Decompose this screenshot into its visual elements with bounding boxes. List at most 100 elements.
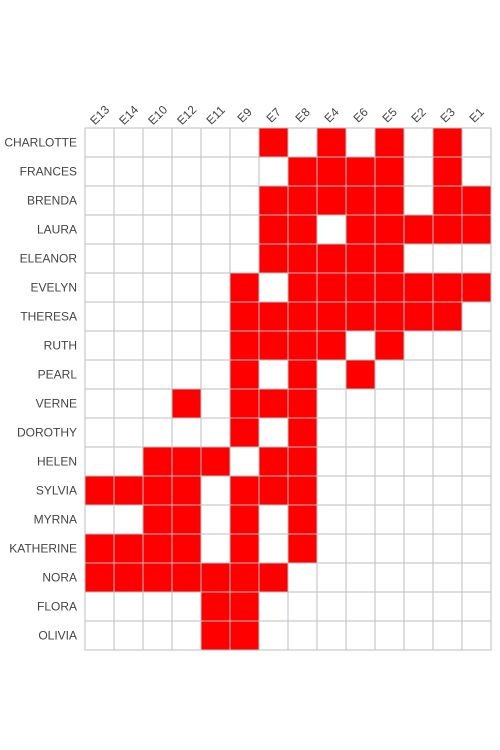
- cell-pearl-e1: [461, 359, 492, 390]
- column-label-e11: E11: [203, 103, 228, 128]
- cell-myrna-e2: [403, 504, 434, 535]
- row-label-brenda: BRENDA: [27, 194, 77, 208]
- row-label-nora: NORA: [42, 571, 77, 585]
- cell-theresa-e11: [200, 301, 231, 332]
- cell-olivia-e8: [287, 620, 318, 651]
- cell-charlotte-e1: [461, 127, 492, 158]
- cell-helen-e11: [200, 446, 231, 477]
- cell-nora-e8: [287, 562, 318, 593]
- cell-olivia-e1: [461, 620, 492, 651]
- cell-dorothy-e9: [229, 417, 260, 448]
- cell-pearl-e3: [432, 359, 463, 390]
- cell-verne-e2: [403, 388, 434, 419]
- cell-theresa-e7: [258, 301, 289, 332]
- cell-katherine-e10: [142, 533, 173, 564]
- cell-olivia-e3: [432, 620, 463, 651]
- cell-nora-e10: [142, 562, 173, 593]
- cell-brenda-e2: [403, 185, 434, 216]
- cell-olivia-e9: [229, 620, 260, 651]
- cell-verne-e7: [258, 388, 289, 419]
- cell-theresa-e2: [403, 301, 434, 332]
- cell-ruth-e4: [316, 330, 347, 361]
- cell-flora-e11: [200, 591, 231, 622]
- cell-theresa-e6: [345, 301, 376, 332]
- cell-nora-e1: [461, 562, 492, 593]
- row-label-olivia: OLIVIA: [38, 629, 77, 643]
- cell-sylvia-e11: [200, 475, 231, 506]
- cell-myrna-e14: [113, 504, 144, 535]
- cell-myrna-e9: [229, 504, 260, 535]
- cell-eleanor-e5: [374, 243, 405, 274]
- cell-sylvia-e5: [374, 475, 405, 506]
- cell-nora-e9: [229, 562, 260, 593]
- cell-charlotte-e13: [84, 127, 115, 158]
- column-label-e13: E13: [87, 102, 112, 127]
- cell-myrna-e6: [345, 504, 376, 535]
- cell-frances-e7: [258, 156, 289, 187]
- cell-nora-e11: [200, 562, 231, 593]
- cell-charlotte-e14: [113, 127, 144, 158]
- cell-flora-e8: [287, 591, 318, 622]
- cell-dorothy-e2: [403, 417, 434, 448]
- cell-flora-e6: [345, 591, 376, 622]
- cell-ruth-e11: [200, 330, 231, 361]
- row-labels: CHARLOTTE FRANCES BRENDA LAURA ELEANOR EVELYN…: [4, 136, 77, 643]
- cell-dorothy-e12: [171, 417, 202, 448]
- cell-evelyn-e5: [374, 272, 405, 303]
- cell-verne-e1: [461, 388, 492, 419]
- cell-sylvia-e1: [461, 475, 492, 506]
- cell-laura-e4: [316, 214, 347, 245]
- cell-dorothy-e7: [258, 417, 289, 448]
- cell-theresa-e10: [142, 301, 173, 332]
- cell-olivia-e12: [171, 620, 202, 651]
- cell-helen-e7: [258, 446, 289, 477]
- cell-myrna-e1: [461, 504, 492, 535]
- cell-flora-e13: [84, 591, 115, 622]
- cell-eleanor-e6: [345, 243, 376, 274]
- cell-evelyn-e14: [113, 272, 144, 303]
- row-label-sylvia: SYLVIA: [36, 484, 77, 498]
- cell-nora-e3: [432, 562, 463, 593]
- cell-brenda-e3: [432, 185, 463, 216]
- cell-helen-e12: [171, 446, 202, 477]
- cell-charlotte-e11: [200, 127, 231, 158]
- cell-theresa-e14: [113, 301, 144, 332]
- cell-brenda-e5: [374, 185, 405, 216]
- row-label-eleanor: ELEANOR: [20, 252, 78, 266]
- cell-katherine-e13: [84, 533, 115, 564]
- cell-flora-e7: [258, 591, 289, 622]
- cell-theresa-e4: [316, 301, 347, 332]
- cell-frances-e11: [200, 156, 231, 187]
- cell-evelyn-e13: [84, 272, 115, 303]
- cell-dorothy-e5: [374, 417, 405, 448]
- cell-verne-e9: [229, 388, 260, 419]
- cell-flora-e10: [142, 591, 173, 622]
- heatmap-cells: [84, 127, 492, 651]
- cell-olivia-e5: [374, 620, 405, 651]
- cell-eleanor-e11: [200, 243, 231, 274]
- cell-eleanor-e14: [113, 243, 144, 274]
- cell-dorothy-e13: [84, 417, 115, 448]
- cell-pearl-e7: [258, 359, 289, 390]
- row-label-verne: VERNE: [36, 397, 77, 411]
- cell-dorothy-e4: [316, 417, 347, 448]
- cell-brenda-e1: [461, 185, 492, 216]
- cell-katherine-e8: [287, 533, 318, 564]
- column-label-e14: E14: [116, 102, 141, 127]
- cell-sylvia-e12: [171, 475, 202, 506]
- cell-olivia-e2: [403, 620, 434, 651]
- cell-brenda-e11: [200, 185, 231, 216]
- cell-laura-e12: [171, 214, 202, 245]
- cell-ruth-e13: [84, 330, 115, 361]
- column-label-e7: E7: [264, 105, 285, 126]
- cell-eleanor-e10: [142, 243, 173, 274]
- cell-eleanor-e8: [287, 243, 318, 274]
- cell-frances-e9: [229, 156, 260, 187]
- cell-verne-e3: [432, 388, 463, 419]
- cell-dorothy-e3: [432, 417, 463, 448]
- cell-frances-e14: [113, 156, 144, 187]
- cell-sylvia-e7: [258, 475, 289, 506]
- cell-flora-e1: [461, 591, 492, 622]
- cell-helen-e5: [374, 446, 405, 477]
